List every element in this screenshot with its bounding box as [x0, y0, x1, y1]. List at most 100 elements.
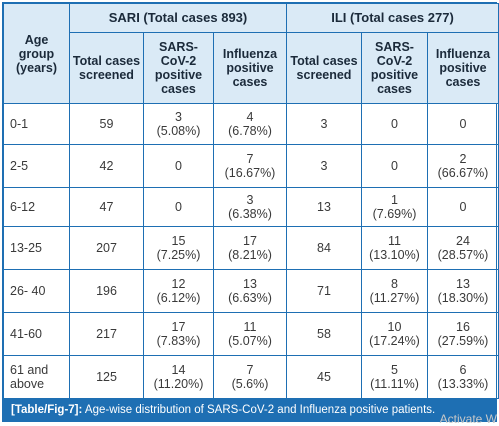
sari-sars-cell: 15 (7.25%): [143, 226, 214, 270]
cell-percent: (11.20%): [153, 377, 204, 391]
cell-count: 11: [388, 234, 401, 248]
cell-count: 1: [391, 193, 398, 207]
ili-sars-cell: 1 (7.69%): [361, 187, 428, 227]
table-row: 2-5 42 0 7 (16.67%) 3 0 2 (66.67%): [3, 144, 499, 188]
age-cell: 26- 40: [3, 269, 70, 313]
ili-sars-cell: 8 (11.27%): [361, 269, 428, 313]
table-body: 0-1 59 3 (5.08%) 4 (6.78%) 3 0 0 2-5 42 0 7 (16.67%) 3…: [3, 103, 499, 399]
sari-total-cell: 42: [69, 144, 144, 188]
header-ili-total: Total cases screened: [286, 32, 362, 104]
cell-count: 13: [456, 277, 470, 291]
cell-count: 0: [175, 159, 182, 173]
header-sari-total: Total cases screened: [69, 32, 144, 104]
age-cell: 61 and above: [3, 355, 70, 399]
age-cell: 2-5: [3, 144, 70, 188]
cell-percent: (11.11%): [370, 377, 419, 391]
caption-label: [Table/Fig-7]:: [11, 404, 83, 416]
cell-count: 16: [456, 320, 470, 334]
cell-count: 8: [391, 277, 398, 291]
age-cell: 0-1: [3, 103, 70, 145]
sari-sars-cell: 3 (5.08%): [143, 103, 214, 145]
cell-percent: (5.07%): [228, 334, 272, 348]
ili-flu-cell: 2 (66.67%): [427, 144, 499, 188]
cell-percent: (11.27%): [369, 291, 420, 305]
age-distribution-table: Age group (years) SARI (Total cases 893)…: [3, 3, 499, 399]
sari-flu-cell: 7 (16.67%): [213, 144, 287, 188]
table-row: 41-60 217 17 (7.83%) 11 (5.07%) 58 10 (17.24%) 16…: [3, 312, 499, 356]
sari-total-cell: 196: [69, 269, 144, 313]
ili-total-cell: 45: [286, 355, 362, 399]
table-row: 0-1 59 3 (5.08%) 4 (6.78%) 3 0 0: [3, 103, 499, 145]
table-row: 6-12 47 0 3 (6.38%) 13 1 (7.69%) 0: [3, 187, 499, 227]
ili-flu-cell: 0: [427, 103, 499, 145]
cell-count: 15: [171, 234, 186, 248]
cell-percent: (6.38%): [228, 207, 272, 221]
cell-count: 14: [171, 363, 186, 377]
ili-total-cell: 71: [286, 269, 362, 313]
cell-count: 7: [246, 152, 254, 166]
header-ili-sars: SARS-CoV-2 positive cases: [361, 32, 428, 104]
cell-count: 11: [243, 320, 257, 334]
sari-total-cell: 47: [69, 187, 144, 227]
cell-percent: (13.33%): [437, 377, 489, 391]
ili-total-cell: 3: [286, 103, 362, 145]
cell-percent: (16.67%): [224, 166, 276, 180]
sari-sars-cell: 0: [143, 144, 214, 188]
cell-count: 0: [391, 117, 398, 131]
cell-percent: (8.21%): [228, 248, 272, 262]
ili-total-cell: 84: [286, 226, 362, 270]
header-sari-sars: SARS-CoV-2 positive cases: [143, 32, 214, 104]
header-ili-flu: Influenza positive cases: [427, 32, 499, 104]
cell-count: 0: [459, 200, 467, 214]
cell-percent: (18.30%): [437, 291, 489, 305]
cell-percent: (6.63%): [228, 291, 272, 305]
sari-flu-cell: 13 (6.63%): [213, 269, 287, 313]
sari-total-cell: 125: [69, 355, 144, 399]
cell-count: 3: [246, 193, 254, 207]
cell-count: 0: [175, 200, 182, 214]
sari-sars-cell: 12 (6.12%): [143, 269, 214, 313]
ili-total-cell: 58: [286, 312, 362, 356]
table-row: 61 and above 125 14 (11.20%) 7 (5.6%) 45 5 (11.1…: [3, 355, 499, 399]
cell-percent: (28.57%): [437, 248, 489, 262]
cell-percent: (6.12%): [156, 291, 201, 305]
sari-flu-cell: 7 (5.6%): [213, 355, 287, 399]
sari-total-cell: 59: [69, 103, 144, 145]
sari-sars-cell: 17 (7.83%): [143, 312, 214, 356]
sari-total-cell: 217: [69, 312, 144, 356]
cell-count: 4: [246, 110, 254, 124]
cell-count: 7: [246, 363, 254, 377]
age-cell: 13-25: [3, 226, 70, 270]
cell-count: 13: [243, 277, 257, 291]
ili-flu-cell: 6 (13.33%): [427, 355, 499, 399]
header-age-group: Age group (years): [3, 3, 70, 104]
ili-flu-cell: 16 (27.59%): [427, 312, 499, 356]
ili-sars-cell: 5 (11.11%): [361, 355, 428, 399]
sari-flu-cell: 3 (6.38%): [213, 187, 287, 227]
cell-percent: (27.59%): [437, 334, 489, 348]
cell-count: 0: [391, 159, 398, 173]
sari-sars-cell: 0: [143, 187, 214, 227]
cell-count: 17: [243, 234, 257, 248]
cell-percent: (7.69%): [372, 207, 417, 221]
cell-count: 6: [459, 363, 467, 377]
cell-count: 10: [387, 320, 402, 334]
ili-total-cell: 13: [286, 187, 362, 227]
sari-flu-cell: 11 (5.07%): [213, 312, 287, 356]
cell-percent: (6.78%): [228, 124, 272, 138]
cell-count: 0: [459, 117, 467, 131]
table-row: 26- 40 196 12 (6.12%) 13 (6.63%) 71 8 (11.27%) 13…: [3, 269, 499, 313]
ili-sars-cell: 0: [361, 144, 428, 188]
cell-percent: (17.24%): [369, 334, 420, 348]
cell-percent: (5.08%): [156, 124, 201, 138]
cell-count: 5: [391, 363, 398, 377]
activation-watermark: Activate W: [439, 412, 497, 426]
header-sari-flu: Influenza positive cases: [213, 32, 287, 104]
cell-count: 17: [171, 320, 186, 334]
ili-flu-cell: 0: [427, 187, 499, 227]
cell-percent: (7.25%): [156, 248, 201, 262]
cell-percent: (7.83%): [156, 334, 201, 348]
table-row: 13-25 207 15 (7.25%) 17 (8.21%) 84 11 (13.10%) 24…: [3, 226, 499, 270]
cell-count: 24: [456, 234, 470, 248]
